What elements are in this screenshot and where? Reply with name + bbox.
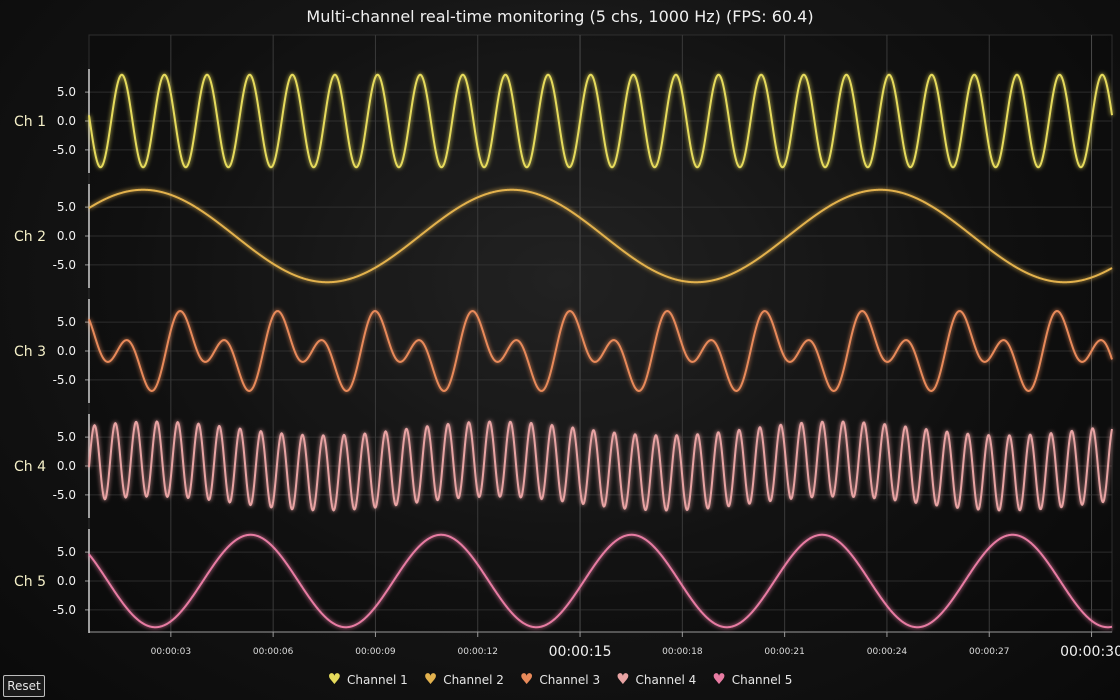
- legend-item-channel-1[interactable]: ♥ Channel 1: [328, 672, 408, 687]
- channel-3-line[interactable]: [88, 310, 1113, 392]
- y-tick-label: 5.0: [57, 430, 76, 444]
- legend-label: Channel 4: [635, 672, 697, 687]
- legend-item-channel-4[interactable]: ♥ Channel 4: [616, 672, 696, 687]
- x-tick-label: 00:00:27: [969, 647, 1009, 657]
- x-tick-label: 00:00:21: [764, 647, 804, 657]
- x-tick-label: 00:00:30: [1060, 644, 1120, 660]
- channel-1-line[interactable]: [88, 73, 1113, 169]
- channel-axis-label: Ch 1: [14, 114, 46, 130]
- y-tick-label: -5.0: [53, 373, 76, 387]
- legend-label: Channel 2: [443, 672, 504, 687]
- legend-item-channel-2[interactable]: ♥ Channel 2: [424, 672, 504, 687]
- channel-axis-label: Ch 5: [14, 574, 46, 590]
- chart-title: Multi-channel real-time monitoring (5 ch…: [306, 7, 814, 26]
- heart-pulse-icon: ♥: [519, 670, 534, 688]
- y-tick-label: -5.0: [53, 258, 76, 272]
- y-tick-label: 5.0: [57, 315, 76, 329]
- channel-2-line[interactable]: [88, 188, 1113, 284]
- y-tick-label: -5.0: [53, 143, 76, 157]
- heart-pulse-icon: ♥: [616, 670, 630, 688]
- y-tick-label: 0.0: [57, 459, 76, 473]
- y-tick-label: 5.0: [57, 545, 76, 559]
- x-tick-label: 00:00:15: [549, 644, 612, 660]
- y-tick-label: 0.0: [57, 574, 76, 588]
- x-tick-label: 00:00:03: [151, 647, 191, 657]
- legend-label: Channel 3: [539, 672, 601, 687]
- channel-axis-label: Ch 3: [14, 344, 46, 360]
- heart-pulse-icon: ♥: [712, 670, 726, 688]
- legend-item-channel-5[interactable]: ♥ Channel 5: [712, 672, 792, 687]
- legend-label: Channel 5: [731, 672, 793, 687]
- legend-item-channel-3[interactable]: ♥ Channel 3: [520, 672, 600, 687]
- x-tick-label: 00:00:06: [253, 647, 294, 657]
- y-tick-label: 0.0: [57, 229, 76, 243]
- plot-area[interactable]: [88, 34, 1113, 633]
- multichannel-chart[interactable]: 00:00:03 00:00:06 00:00:09 00:00:12 00:00:15…: [0, 0, 1120, 670]
- legend: ♥ Channel 1 ♥ Channel 2 ♥ Channel 3 ♥ Channel 4…: [0, 672, 1120, 687]
- x-tick-label: 00:00:24: [867, 647, 908, 657]
- y-tick-label: -5.0: [53, 603, 76, 617]
- channel-5-line[interactable]: [88, 533, 1113, 629]
- legend-label: Channel 1: [347, 672, 408, 687]
- y-tick-label: 0.0: [57, 344, 76, 358]
- y-tick-label: 5.0: [57, 85, 76, 99]
- x-tick-label: 00:00:09: [355, 647, 396, 657]
- x-tick-label: 00:00:12: [458, 647, 498, 657]
- channel-axis-label: Ch 2: [14, 229, 46, 245]
- reset-button[interactable]: Reset: [3, 675, 45, 697]
- heart-pulse-icon: ♥: [327, 670, 342, 688]
- channel-axis-label: Ch 4: [14, 459, 46, 475]
- y-tick-label: -5.0: [53, 488, 76, 502]
- channel-4-line[interactable]: [88, 420, 1113, 512]
- x-tick-label: 00:00:18: [662, 647, 703, 657]
- heart-pulse-icon: ♥: [423, 670, 438, 688]
- y-tick-label: 0.0: [57, 114, 76, 128]
- y-tick-label: 5.0: [57, 200, 76, 214]
